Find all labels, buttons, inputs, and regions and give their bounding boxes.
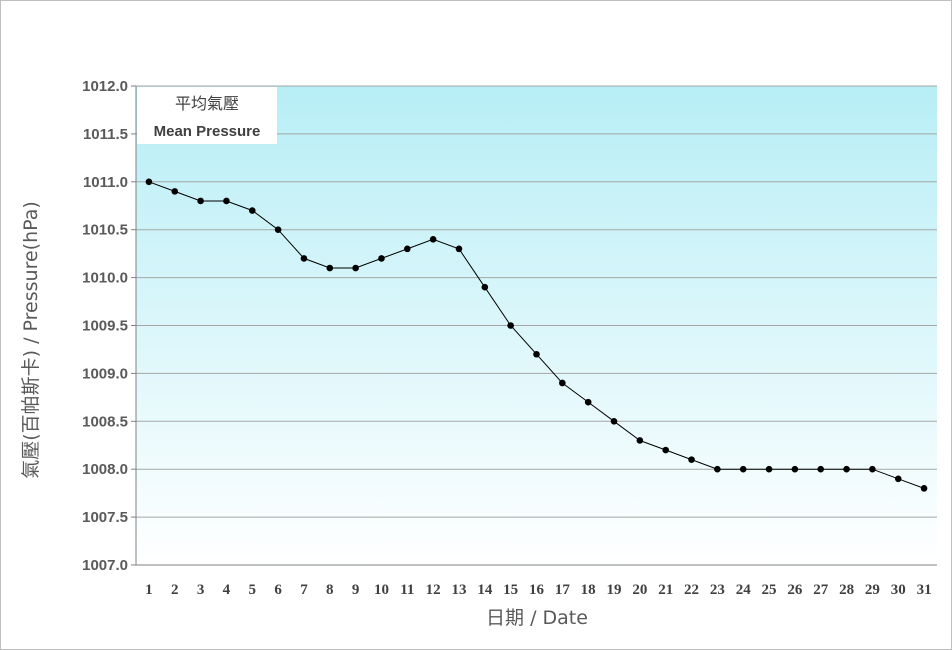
x-tick-label: 5 — [249, 582, 257, 598]
x-tick-label: 30 — [891, 582, 906, 598]
y-tick-label: 1009.0 — [82, 365, 128, 382]
data-point — [610, 418, 618, 425]
x-axis-title: 日期 / Date — [486, 607, 588, 629]
x-tick-label: 31 — [917, 582, 932, 598]
y-tick-label: 1012.0 — [82, 78, 128, 95]
data-point — [404, 245, 411, 253]
x-tick-label: 23 — [710, 582, 725, 598]
x-tick-label: 20 — [632, 582, 647, 598]
x-tick-label: 19 — [607, 582, 622, 598]
data-point — [326, 264, 334, 272]
x-tick-label: 9 — [352, 582, 360, 598]
data-point — [481, 283, 489, 291]
y-tick-label: 1007.5 — [82, 509, 128, 526]
x-tick-label: 11 — [400, 582, 414, 598]
x-tick-label: 22 — [684, 582, 699, 598]
data-point — [739, 465, 747, 473]
data-point — [248, 207, 256, 214]
x-tick-label: 18 — [581, 582, 596, 598]
axes — [135, 86, 937, 566]
x-tick-label: 29 — [865, 582, 880, 598]
x-tick-label: 12 — [426, 582, 441, 598]
data-point — [533, 350, 540, 358]
data-point — [300, 255, 308, 262]
y-tick-label: 1009.5 — [82, 318, 128, 335]
y-tick-label: 1008.0 — [82, 461, 128, 478]
x-tick-label: 16 — [529, 582, 545, 598]
x-tick-label: 24 — [736, 582, 752, 598]
chart-title-en: Mean Pressure — [154, 123, 261, 140]
data-point — [171, 188, 179, 195]
x-tick-label: 25 — [762, 582, 777, 598]
data-point — [145, 178, 153, 186]
x-tick-label: 1 — [145, 582, 153, 598]
data-point — [714, 465, 721, 473]
x-tick-label: 6 — [274, 582, 282, 598]
data-point — [559, 379, 566, 387]
data-point — [662, 446, 669, 454]
data-point — [455, 245, 463, 253]
data-point — [636, 437, 644, 444]
data-point — [197, 197, 204, 205]
chart-title-zh: 平均氣壓 — [175, 94, 239, 113]
data-point — [429, 235, 437, 243]
x-tick-label: 26 — [787, 582, 803, 598]
data-point — [894, 475, 902, 483]
data-point — [352, 264, 359, 272]
data-point — [920, 485, 928, 492]
x-tick-label: 17 — [555, 582, 571, 598]
y-tick-label: 1011.5 — [83, 126, 128, 143]
x-tick-label: 28 — [839, 582, 854, 598]
data-point — [817, 465, 825, 473]
y-axis-title: 氣壓(百帕斯卡) / Pressure(hPa) — [20, 201, 42, 479]
x-tick-labels: 1 2 3 4 5 6 7 8 9 10 11 12 13 14 15 16 17 18 19 20 21 22 23 24 2… — [145, 582, 931, 598]
x-tick-label: 2 — [171, 582, 179, 598]
data-point — [791, 465, 799, 473]
pressure-series — [145, 178, 928, 492]
x-tick-label: 4 — [223, 582, 231, 598]
data-point — [869, 465, 876, 473]
x-tick-label: 27 — [813, 582, 829, 598]
x-tick-label: 3 — [197, 582, 205, 598]
data-point — [507, 322, 514, 329]
x-tick-label: 7 — [300, 582, 308, 598]
data-point — [274, 226, 282, 233]
data-point — [223, 197, 230, 205]
y-tick-label: 1007.0 — [82, 557, 128, 574]
x-tick-label: 14 — [477, 582, 493, 598]
x-tick-label: 13 — [451, 582, 466, 598]
y-tick-label: 1010.5 — [82, 222, 128, 239]
data-point — [378, 255, 385, 262]
x-tick-label: 10 — [374, 582, 389, 598]
data-point — [843, 465, 850, 473]
x-tick-label: 15 — [503, 582, 518, 598]
y-tick-label: 1011.0 — [83, 174, 128, 191]
y-tick-labels: 1007.0 1007.5 1008.0 1008.5 1009.0 1009.5 1010… — [82, 78, 128, 574]
data-point — [584, 398, 592, 406]
data-point — [765, 465, 773, 473]
legend-box: 平均氣壓 Mean Pressure — [137, 87, 277, 144]
y-tick-label: 1008.5 — [82, 413, 128, 430]
y-tick-label: 1010.0 — [82, 270, 128, 287]
x-tick-label: 21 — [658, 582, 673, 598]
x-tick-label: 8 — [326, 582, 334, 598]
data-point — [688, 456, 695, 463]
